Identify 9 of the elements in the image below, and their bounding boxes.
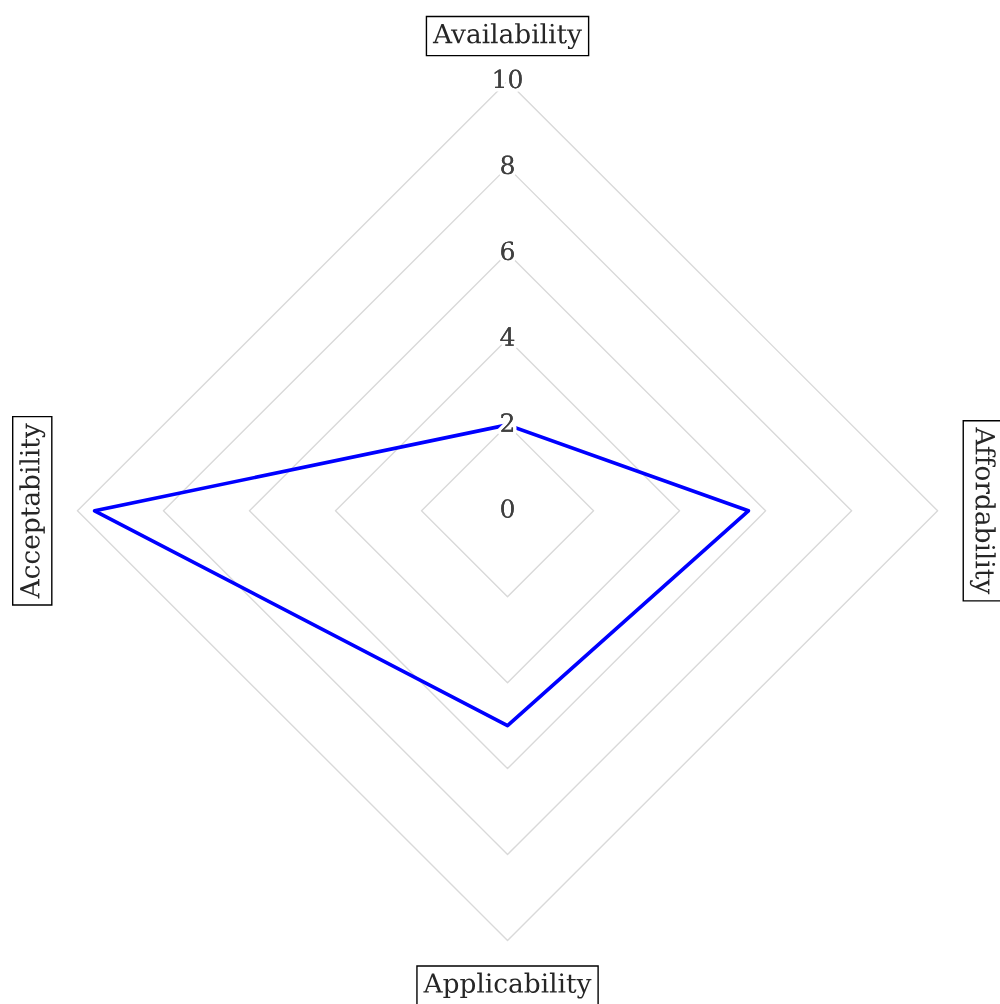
spoke-label: Availability bbox=[432, 23, 582, 50]
y-tick-label: 6 bbox=[501, 241, 514, 261]
spoke-label: Acceptability bbox=[19, 423, 46, 599]
y-tick-label: 8 bbox=[501, 155, 514, 175]
y-tick-label: 4 bbox=[500, 327, 515, 346]
spoke-label: Applicability bbox=[423, 972, 592, 999]
y-tick-label: 10 bbox=[494, 69, 522, 89]
y-tick-label: 0 bbox=[501, 499, 514, 519]
spoke-label: Affordability bbox=[969, 427, 996, 595]
